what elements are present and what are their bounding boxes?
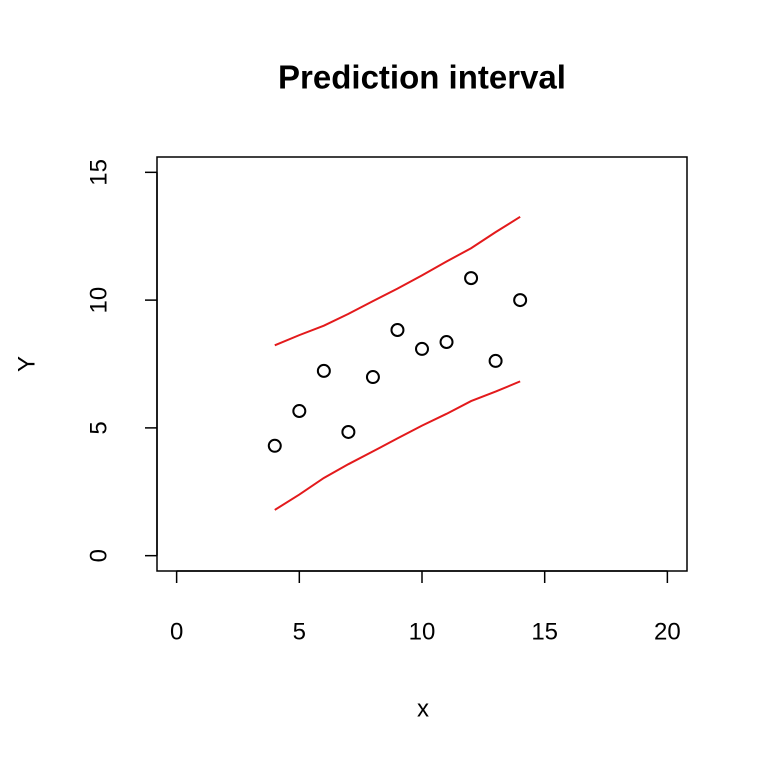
chart-title: Prediction interval xyxy=(278,59,566,96)
data-point xyxy=(341,424,356,439)
data-point xyxy=(292,404,307,419)
data-point xyxy=(415,341,429,356)
x-tick-label: 10 xyxy=(409,618,436,645)
y-tick-label: 10 xyxy=(85,287,112,314)
data-point xyxy=(390,323,405,338)
plot-frame xyxy=(156,156,688,572)
data-point xyxy=(316,363,331,378)
x-tick-label: 0 xyxy=(170,618,183,645)
x-tick-label: 5 xyxy=(293,618,306,645)
data-point xyxy=(488,353,503,368)
data-point xyxy=(439,335,454,350)
x-axis-title: x xyxy=(417,695,429,722)
data-point xyxy=(365,370,380,385)
interval-line xyxy=(274,380,521,511)
data-point xyxy=(267,438,282,453)
data-point xyxy=(513,293,528,308)
y-axis-title: Y xyxy=(13,356,40,372)
x-tick-label: 15 xyxy=(531,618,558,645)
y-tick-label: 0 xyxy=(85,549,112,562)
x-tick-label: 20 xyxy=(654,618,681,645)
interval-line xyxy=(274,215,521,347)
y-tick-label: 5 xyxy=(85,421,112,434)
data-point xyxy=(464,271,479,286)
y-tick-label: 15 xyxy=(85,159,112,186)
